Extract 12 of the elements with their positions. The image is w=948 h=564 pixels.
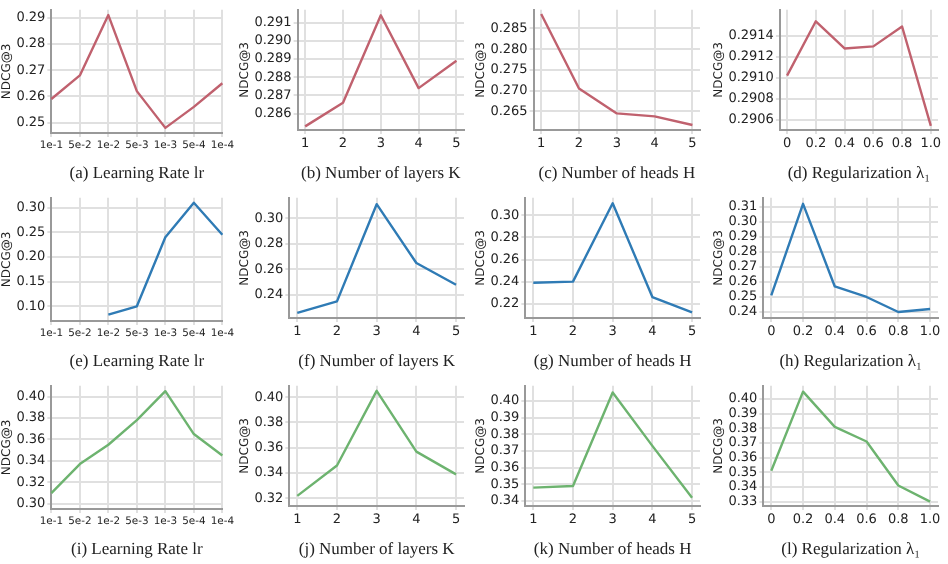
x-axis-title: (c) Number of heads H	[538, 162, 696, 183]
x-axis-title: (l) Regularization λ₁	[780, 538, 920, 559]
x-axis-title: (g) Number of heads H	[533, 350, 692, 371]
x-axis-title: (i) Learning Rate lr	[70, 538, 204, 559]
x-axis-title: (f) Number of layers K	[297, 350, 456, 371]
x-axis-title: (a) Learning Rate lr	[69, 162, 205, 183]
x-axis-title: (b) Number of layers K	[300, 162, 462, 183]
x-axis-title: (k) Number of heads H	[533, 538, 692, 559]
x-axis-title: (e) Learning Rate lr	[69, 350, 205, 371]
x-axis-title: (j) Number of layers K	[297, 538, 456, 559]
x-axis-title: (d) Regularization λ₁	[786, 162, 930, 183]
x-axis-title: (h) Regularization λ₁	[778, 350, 922, 371]
